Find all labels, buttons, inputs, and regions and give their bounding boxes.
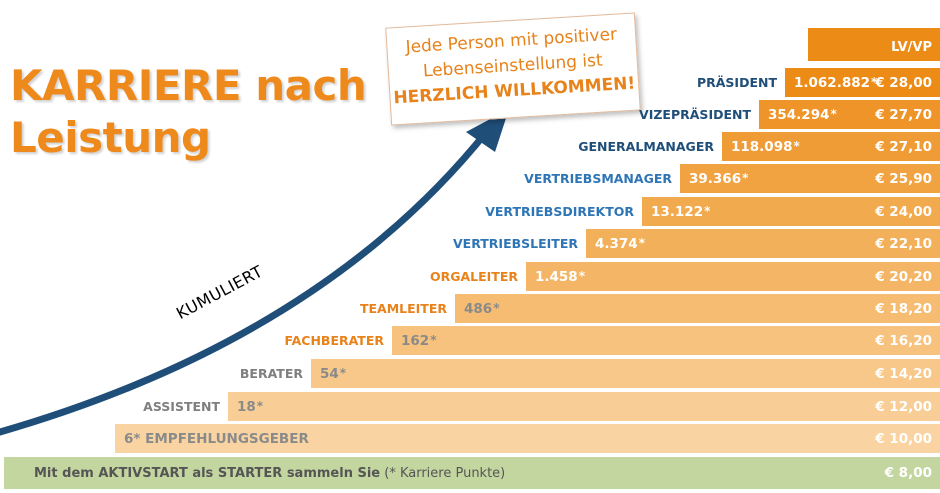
level-label-fachberater: FACHBERATER [284,333,385,348]
level-label-generalmanager: GENERALMANAGER [578,139,714,154]
level-label-berater: BERATER [239,366,303,381]
price-fachberater: € 16,20 [875,332,932,349]
step-praesident: 1.062.882* [785,68,940,97]
price-vertriebsdirektor: € 24,00 [875,203,932,220]
price-teamleiter: € 18,20 [875,300,932,317]
points: 4.374 [595,235,638,252]
step-vertriebsleiter: 4.374* [586,229,940,258]
points: 54 [320,365,339,382]
points: 39.366 [689,170,742,187]
points: 6* EMPFEHLUNGSGEBER [124,430,309,447]
level-label-vizepraesident: VIZEPRÄSIDENT [639,107,751,122]
price-assistent: € 12,00 [875,398,932,415]
points: 13.122 [651,203,704,220]
step-berater: 54* [311,359,940,388]
title-line2: Leistung [10,113,211,162]
step-vizepraesident: 354.294* [759,100,940,129]
points: 486 [464,300,493,317]
step-vertriebsdirektor: 13.122* [642,197,940,226]
step-teamleiter: 486* [455,294,940,323]
price-empfehlungsgeber: € 10,00 [875,430,932,447]
level-label-teamleiter: TEAMLEITER [359,301,447,316]
points: 1.458 [535,268,578,285]
price-starter: € 8,00 [884,465,932,481]
starter-note: (* Karriere Punkte) [380,465,506,481]
price-praesident: € 28,00 [875,74,932,91]
level-label-orgaleiter: ORGALEITER [429,269,518,284]
level-label-praesident: PRÄSIDENT [696,75,777,90]
points: 118.098 [731,138,793,155]
title-line1: KARRIERE nach [10,61,367,110]
step-empfehlungsgeber: 6* EMPFEHLUNGSGEBER [115,424,940,453]
points: 354.294 [768,106,830,123]
step-orgaleiter: 1.458* [526,262,940,291]
points: 1.062.882 [794,74,871,91]
starter-text: Mit dem AKTIVSTART als STARTER sammeln S… [34,465,381,481]
price-vertriebsmanager: € 25,90 [875,170,932,187]
page-title: KARRIERE nach Leistung [10,60,370,164]
level-label-assistent: ASSISTENT [143,399,220,414]
step-generalmanager: 118.098* [722,132,940,161]
price-generalmanager: € 27,10 [875,138,932,155]
price-orgaleiter: € 20,20 [875,268,932,285]
price-vizepraesident: € 27,70 [875,106,932,123]
price-berater: € 14,20 [875,365,932,382]
lvvp-header: LV/VP [808,28,940,61]
step-vertriebsmanager: 39.366* [680,164,940,193]
starter-bar: Mit dem AKTIVSTART als STARTER sammeln S… [4,457,940,489]
level-label-vertriebsleiter: VERTRIEBSLEITER [453,236,578,251]
step-fachberater: 162* [392,326,940,355]
level-label-vertriebsmanager: VERTRIEBSMANAGER [524,171,672,186]
step-assistent: 18* [228,392,940,421]
price-vertriebsleiter: € 22,10 [875,235,932,252]
points: 18 [237,398,256,415]
level-label-vertriebsdirektor: VERTRIEBSDIREKTOR [485,204,634,219]
points: 162 [401,332,430,349]
